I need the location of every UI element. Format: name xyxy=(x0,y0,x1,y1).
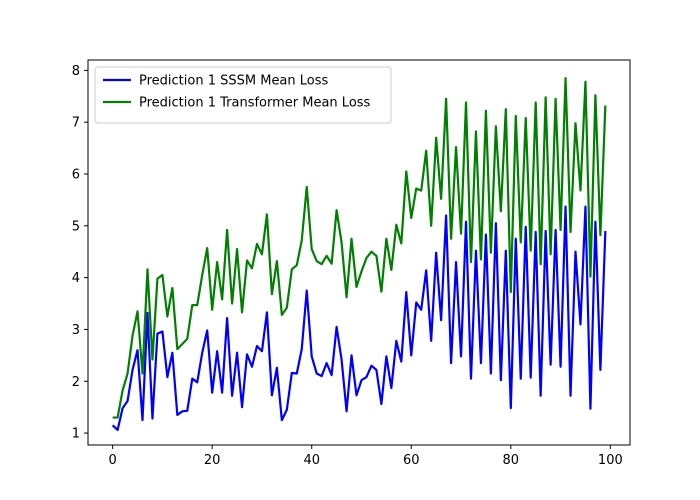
series-line-1 xyxy=(111,205,607,432)
y-tick-label: 7 xyxy=(72,116,80,131)
plot-frame xyxy=(87,59,631,446)
y-tick-label: 4 xyxy=(72,271,80,286)
x-axis: 0 20 40 60 80 100 xyxy=(108,445,623,468)
x-tick-label: 0 xyxy=(108,453,116,468)
legend-label-2: Prediction 1 Transformer Mean Loss xyxy=(139,96,371,111)
x-tick-label: 20 xyxy=(204,453,221,468)
y-tick-label: 8 xyxy=(72,64,80,79)
legend: Prediction 1 SSSM Mean Loss Prediction 1 … xyxy=(94,66,392,124)
legend-label-1: Prediction 1 SSSM Mean Loss xyxy=(139,74,329,89)
y-tick-label: 5 xyxy=(72,219,80,234)
y-tick-label: 3 xyxy=(72,323,80,338)
series-line-2 xyxy=(112,77,607,419)
legend-box xyxy=(94,66,392,124)
y-tick-label: 6 xyxy=(72,167,80,182)
y-tick-label: 2 xyxy=(72,375,80,390)
x-tick-label: 40 xyxy=(303,453,320,468)
y-tick-label: 1 xyxy=(72,427,80,442)
x-tick-label: 60 xyxy=(403,453,420,468)
x-tick-label: 80 xyxy=(503,453,520,468)
y-axis: 1 2 3 4 5 6 7 8 xyxy=(72,64,88,442)
x-tick-label: 100 xyxy=(598,453,623,468)
series-layer xyxy=(111,77,607,432)
